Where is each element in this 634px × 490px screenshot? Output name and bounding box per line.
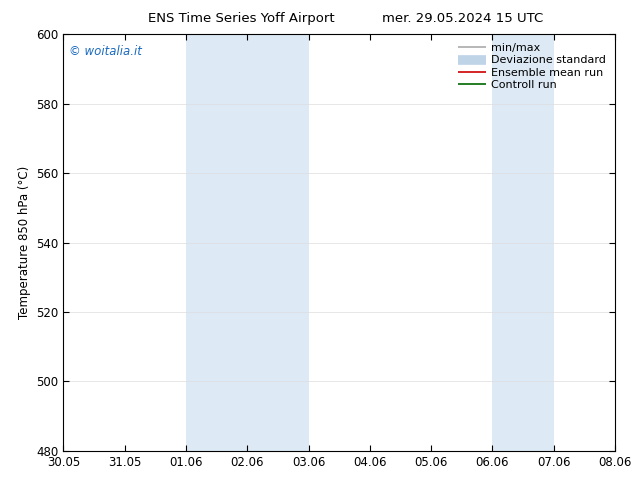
Bar bbox=[186, 34, 309, 451]
Text: © woitalia.it: © woitalia.it bbox=[69, 45, 142, 58]
Text: ENS Time Series Yoff Airport: ENS Time Series Yoff Airport bbox=[148, 12, 334, 25]
Text: mer. 29.05.2024 15 UTC: mer. 29.05.2024 15 UTC bbox=[382, 12, 543, 25]
Legend: min/max, Deviazione standard, Ensemble mean run, Controll run: min/max, Deviazione standard, Ensemble m… bbox=[455, 40, 609, 93]
Y-axis label: Temperature 850 hPa (°C): Temperature 850 hPa (°C) bbox=[18, 166, 30, 319]
Bar bbox=[493, 34, 553, 451]
